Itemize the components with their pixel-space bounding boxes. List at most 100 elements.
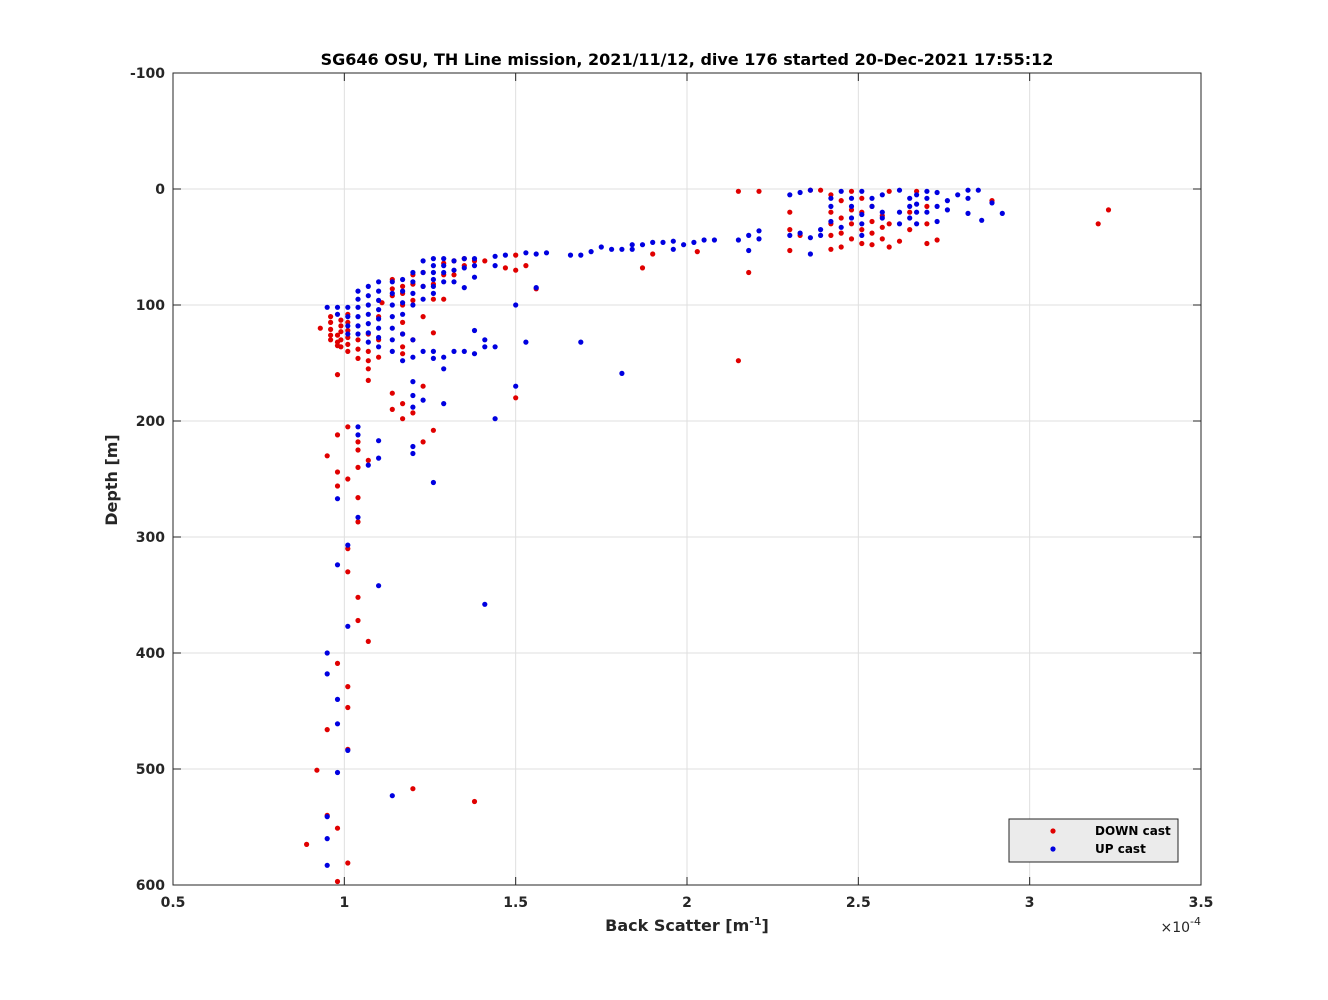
point-down-cast [859,195,865,201]
point-up-cast [365,283,371,289]
chart-title: SG646 OSU, TH Line mission, 2021/11/12, … [321,50,1054,69]
point-down-cast [389,390,395,396]
point-down-cast [365,358,371,364]
legend: DOWN cast UP cast [1008,818,1179,863]
point-up-cast [924,209,930,215]
y-axis-label: Depth [m] [102,434,121,526]
point-down-cast [365,377,371,383]
point-up-cast [670,246,676,252]
point-down-cast [400,283,406,289]
point-up-cast [907,203,913,209]
point-up-cast [965,187,971,193]
point-up-cast [355,323,361,329]
point-down-cast [345,348,351,354]
point-up-cast [818,227,824,233]
point-down-cast [328,326,334,332]
point-down-cast [924,240,930,247]
point-up-cast [355,331,361,337]
point-up-cast [482,344,488,350]
point-down-cast [334,372,341,378]
point-up-cast [482,337,488,343]
point-up-cast [461,256,467,262]
x-tick-label: 3.5 [1189,895,1214,911]
point-up-cast [376,307,382,313]
point-up-cast [365,311,371,317]
x-axis-multiplier-exponent: -4 [1190,915,1201,928]
x-axis-label-close: ] [762,916,769,935]
x-tick-label: 1 [339,895,349,911]
point-up-cast [400,331,406,337]
point-up-cast [567,252,574,258]
point-down-cast [502,265,508,271]
point-up-cast [859,188,865,194]
point-down-cast [420,439,426,445]
point-down-cast [400,344,406,350]
legend-box [1008,818,1179,863]
point-down-cast [848,221,855,227]
point-down-cast [879,236,885,242]
point-up-cast [451,267,457,273]
point-down-cast [848,236,855,242]
point-up-cast [376,438,382,444]
point-up-cast [410,279,416,285]
point-down-cast [694,249,700,255]
point-up-cast [389,290,395,296]
point-up-cast [797,230,803,236]
point-up-cast [355,314,361,320]
point-down-cast [838,230,844,236]
x-axis-label-text: Back Scatter [m [605,916,749,935]
point-down-cast [471,798,478,805]
point-up-cast [410,450,416,457]
y-tick-label: 400 [136,646,165,662]
point-up-cast [400,288,406,294]
axis-ticks: 0.5 1 1.5 2 2.5 3 3.5 -100 0 100 200 300 400 500 600 [130,66,1213,911]
point-down-cast [334,469,341,475]
point-down-cast [365,348,371,354]
point-up-cast [533,251,539,257]
point-up-cast [807,251,814,257]
y-tick-label: -100 [130,66,165,82]
point-down-cast [869,242,875,248]
point-up-cast [441,269,447,276]
point-up-cast [650,239,656,245]
point-up-cast [807,235,814,241]
point-up-cast [376,316,382,322]
point-up-cast [334,496,341,502]
point-up-cast [701,237,707,243]
point-up-cast [355,288,361,294]
point-up-cast [533,285,539,291]
point-up-cast [345,304,351,310]
point-up-cast [355,514,361,520]
point-up-cast [324,671,330,677]
point-up-cast [482,601,488,607]
point-down-cast [345,860,351,866]
point-down-cast [513,267,519,273]
point-up-cast [471,327,478,334]
x-axis-label-exponent: -1 [749,915,761,928]
point-up-cast [400,276,406,283]
point-up-cast [492,263,498,269]
point-down-cast [934,237,940,243]
point-up-cast [787,232,793,238]
point-up-cast [441,279,447,285]
point-up-cast [324,304,330,310]
point-down-cast [859,227,865,233]
point-up-cast [376,325,382,331]
point-up-cast [955,192,961,198]
point-down-cast [482,258,488,264]
point-up-cast [365,330,371,336]
point-up-cast [619,246,625,252]
point-up-cast [451,279,457,285]
point-down-cast [355,519,361,525]
point-up-cast [471,351,478,357]
y-tick-label: 200 [136,414,165,430]
point-down-cast [328,319,334,325]
point-down-cast [441,296,447,302]
y-tick-label: 100 [136,298,165,314]
point-up-cast [797,189,803,196]
point-down-cast [365,457,371,463]
point-up-cast [389,348,395,354]
point-up-cast [410,392,416,399]
point-down-cast [345,569,351,575]
